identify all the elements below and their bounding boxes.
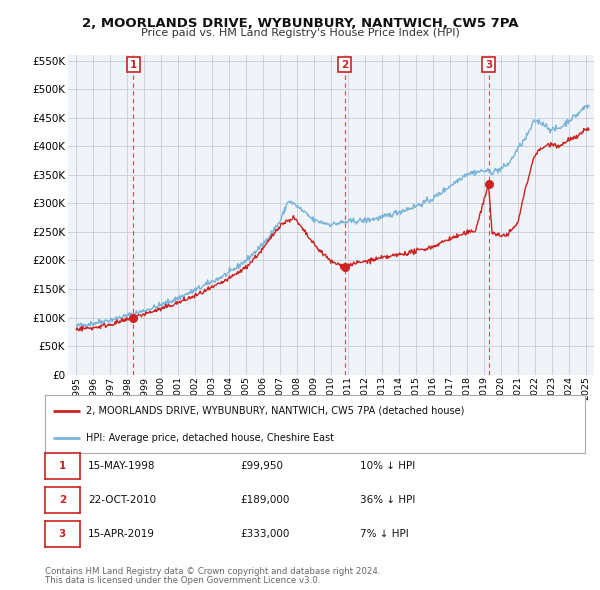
Text: HPI: Average price, detached house, Cheshire East: HPI: Average price, detached house, Ches…	[86, 432, 334, 442]
Text: 2, MOORLANDS DRIVE, WYBUNBURY, NANTWICH, CW5 7PA: 2, MOORLANDS DRIVE, WYBUNBURY, NANTWICH,…	[82, 17, 518, 30]
Text: 2: 2	[341, 60, 348, 70]
Text: 15-APR-2019: 15-APR-2019	[88, 529, 155, 539]
Text: 22-OCT-2010: 22-OCT-2010	[88, 495, 157, 505]
Text: Price paid vs. HM Land Registry's House Price Index (HPI): Price paid vs. HM Land Registry's House …	[140, 28, 460, 38]
Text: This data is licensed under the Open Government Licence v3.0.: This data is licensed under the Open Gov…	[45, 576, 320, 585]
Text: 15-MAY-1998: 15-MAY-1998	[88, 461, 156, 471]
Text: 2, MOORLANDS DRIVE, WYBUNBURY, NANTWICH, CW5 7PA (detached house): 2, MOORLANDS DRIVE, WYBUNBURY, NANTWICH,…	[86, 406, 464, 416]
Text: Contains HM Land Registry data © Crown copyright and database right 2024.: Contains HM Land Registry data © Crown c…	[45, 567, 380, 576]
Text: 36% ↓ HPI: 36% ↓ HPI	[360, 495, 415, 505]
Text: 1: 1	[130, 60, 137, 70]
Text: 7% ↓ HPI: 7% ↓ HPI	[360, 529, 409, 539]
Text: £99,950: £99,950	[240, 461, 283, 471]
Text: 1: 1	[59, 461, 66, 471]
Text: £189,000: £189,000	[240, 495, 289, 505]
Text: 3: 3	[485, 60, 492, 70]
Text: 3: 3	[59, 529, 66, 539]
Text: £333,000: £333,000	[240, 529, 289, 539]
Text: 10% ↓ HPI: 10% ↓ HPI	[360, 461, 415, 471]
Text: 2: 2	[59, 495, 66, 505]
